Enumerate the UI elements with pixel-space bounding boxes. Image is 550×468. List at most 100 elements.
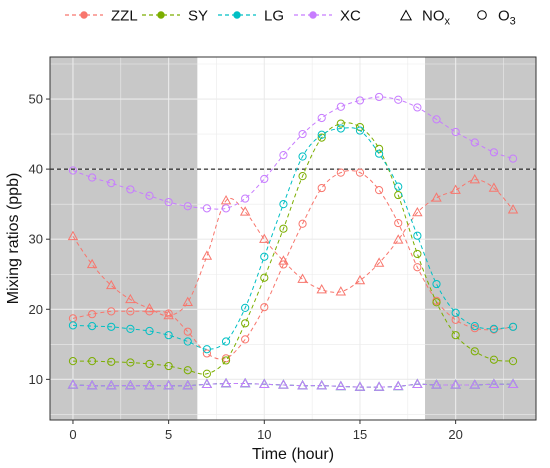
marker-nox — [412, 206, 423, 217]
legend-marker — [157, 11, 165, 19]
marker-o3 — [202, 369, 211, 378]
marker-nox — [239, 206, 251, 216]
marker-o3 — [375, 92, 384, 102]
marker-nox — [239, 377, 251, 388]
grid — [50, 57, 536, 420]
plot-border — [49, 56, 537, 421]
y-tick-label: 50 — [29, 92, 43, 107]
marker-o3 — [394, 218, 403, 228]
marker-o3 — [260, 303, 269, 312]
legend-label: LG — [264, 8, 284, 25]
legend-item-lg: LG — [218, 8, 284, 25]
marker-o3 — [508, 357, 518, 366]
marker-o3 — [221, 337, 231, 346]
marker-nox — [412, 378, 423, 388]
marker-o3 — [394, 95, 403, 104]
marker-o3 — [107, 179, 116, 188]
marker-nox — [316, 380, 327, 390]
marker-nox — [259, 233, 270, 243]
marker-o3 — [221, 354, 231, 363]
marker-o3 — [68, 166, 78, 175]
marker-nox — [220, 377, 232, 388]
marker-o3 — [317, 183, 326, 193]
marker-o3 — [489, 355, 499, 364]
marker-o3 — [279, 151, 288, 160]
legend-label-subscript: 3 — [510, 16, 516, 28]
series-line-o3 — [72, 170, 514, 360]
marker-o3 — [183, 327, 192, 336]
marker-nox — [106, 279, 117, 290]
legend-item-sy: SY — [142, 8, 208, 25]
marker-o3 — [107, 357, 116, 366]
marker-o3 — [375, 144, 384, 153]
x-tick-label: 15 — [353, 427, 367, 442]
marker-nox — [373, 381, 385, 391]
marker-o3 — [375, 186, 384, 195]
legend: ZZL SY LG XC NOx O3 — [65, 8, 516, 28]
marker-nox — [469, 174, 480, 184]
marker-o3 — [470, 138, 479, 147]
marker-o3 — [470, 324, 479, 333]
marker-o3 — [107, 322, 116, 331]
marker-o3 — [145, 326, 154, 336]
marker-nox — [106, 380, 117, 390]
marker-o3 — [126, 358, 135, 367]
legend-marker — [309, 11, 317, 19]
legend-label: NOx — [422, 8, 451, 28]
marker-o3 — [432, 115, 441, 124]
shaded-period — [425, 57, 536, 420]
marker-nox — [67, 379, 79, 389]
x-tick-label: 0 — [69, 427, 76, 442]
circle-icon — [477, 10, 487, 20]
marker-o3 — [375, 149, 384, 158]
marker-o3 — [279, 200, 288, 209]
marker-o3 — [260, 252, 269, 261]
x-tick-label: 10 — [257, 427, 271, 442]
legend-item-xc: XC — [294, 8, 361, 25]
marker-o3 — [260, 273, 269, 282]
marker-o3 — [336, 124, 345, 133]
legend-marker — [233, 11, 241, 19]
marker-o3 — [298, 219, 307, 228]
marker-nox — [431, 379, 442, 389]
marker-o3 — [145, 191, 154, 200]
series-group — [67, 92, 519, 391]
legend-label: XC — [340, 8, 361, 25]
marker-o3 — [241, 319, 250, 328]
y-tick-label: 20 — [29, 302, 43, 317]
marker-o3 — [221, 356, 231, 365]
marker-o3 — [470, 347, 479, 356]
marker-nox — [182, 296, 193, 306]
marker-o3 — [298, 172, 307, 181]
x-axis-title: Time (hour) — [252, 446, 334, 463]
marker-nox — [431, 192, 442, 202]
marker-o3 — [317, 113, 326, 123]
marker-o3 — [413, 249, 422, 259]
marker-nox — [86, 258, 98, 269]
series-xc — [67, 92, 519, 391]
y-tick-label: 40 — [29, 162, 43, 177]
marker-o3 — [298, 152, 307, 161]
marker-o3 — [145, 359, 154, 369]
marker-nox — [507, 204, 519, 214]
marker-o3 — [508, 154, 518, 163]
marker-o3 — [317, 133, 326, 142]
marker-nox — [450, 184, 461, 194]
marker-o3 — [68, 357, 78, 366]
marker-o3 — [202, 204, 211, 213]
marker-o3 — [413, 103, 422, 112]
marker-o3 — [298, 129, 307, 139]
x-tick-label: 20 — [448, 427, 462, 442]
marker-o3 — [260, 174, 269, 184]
x-tick-label: 5 — [165, 427, 172, 442]
marker-nox — [335, 286, 347, 296]
marker-nox — [220, 195, 232, 205]
marker-nox — [67, 230, 79, 241]
marker-o3 — [317, 130, 326, 139]
marker-o3 — [355, 168, 365, 177]
legend-label: SY — [188, 8, 208, 25]
marker-o3 — [508, 322, 518, 331]
marker-nox — [488, 378, 500, 388]
marker-o3 — [336, 102, 345, 111]
marker-o3 — [164, 197, 173, 207]
